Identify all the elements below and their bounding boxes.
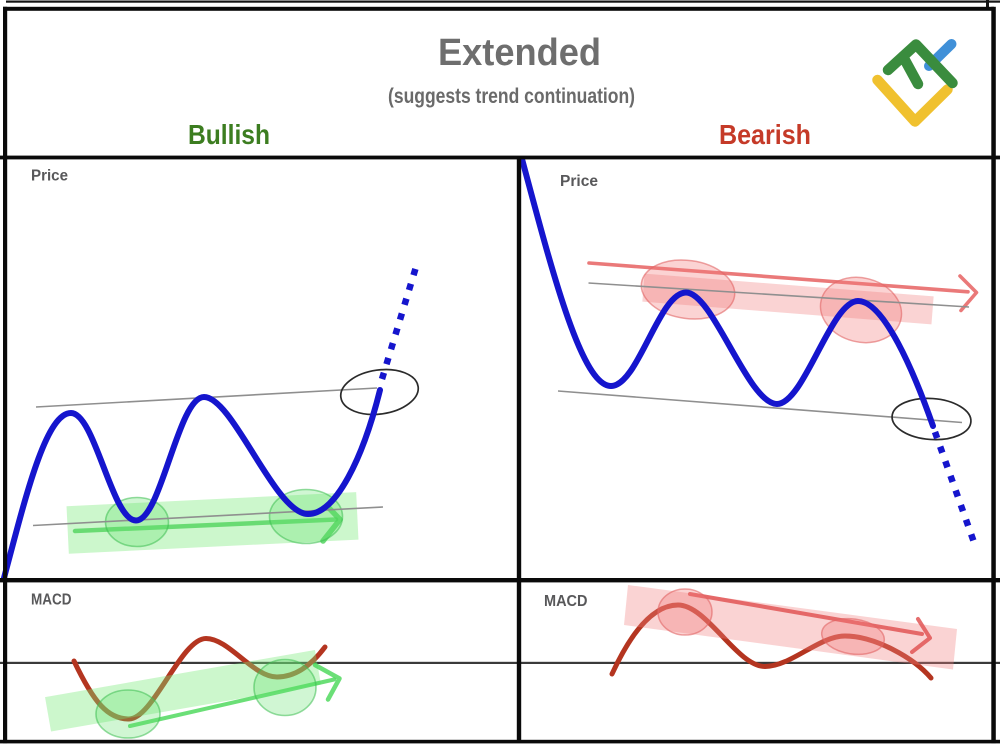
- svg-text:MACD: MACD: [544, 593, 588, 610]
- svg-text:MACD: MACD: [31, 592, 72, 609]
- svg-text:(suggests trend continuation): (suggests trend continuation): [388, 85, 635, 108]
- svg-text:Price: Price: [560, 173, 598, 190]
- svg-text:Extended: Extended: [438, 32, 601, 74]
- svg-text:Bearish: Bearish: [719, 119, 811, 150]
- svg-text:Price: Price: [31, 168, 68, 185]
- svg-text:Bullish: Bullish: [188, 119, 270, 150]
